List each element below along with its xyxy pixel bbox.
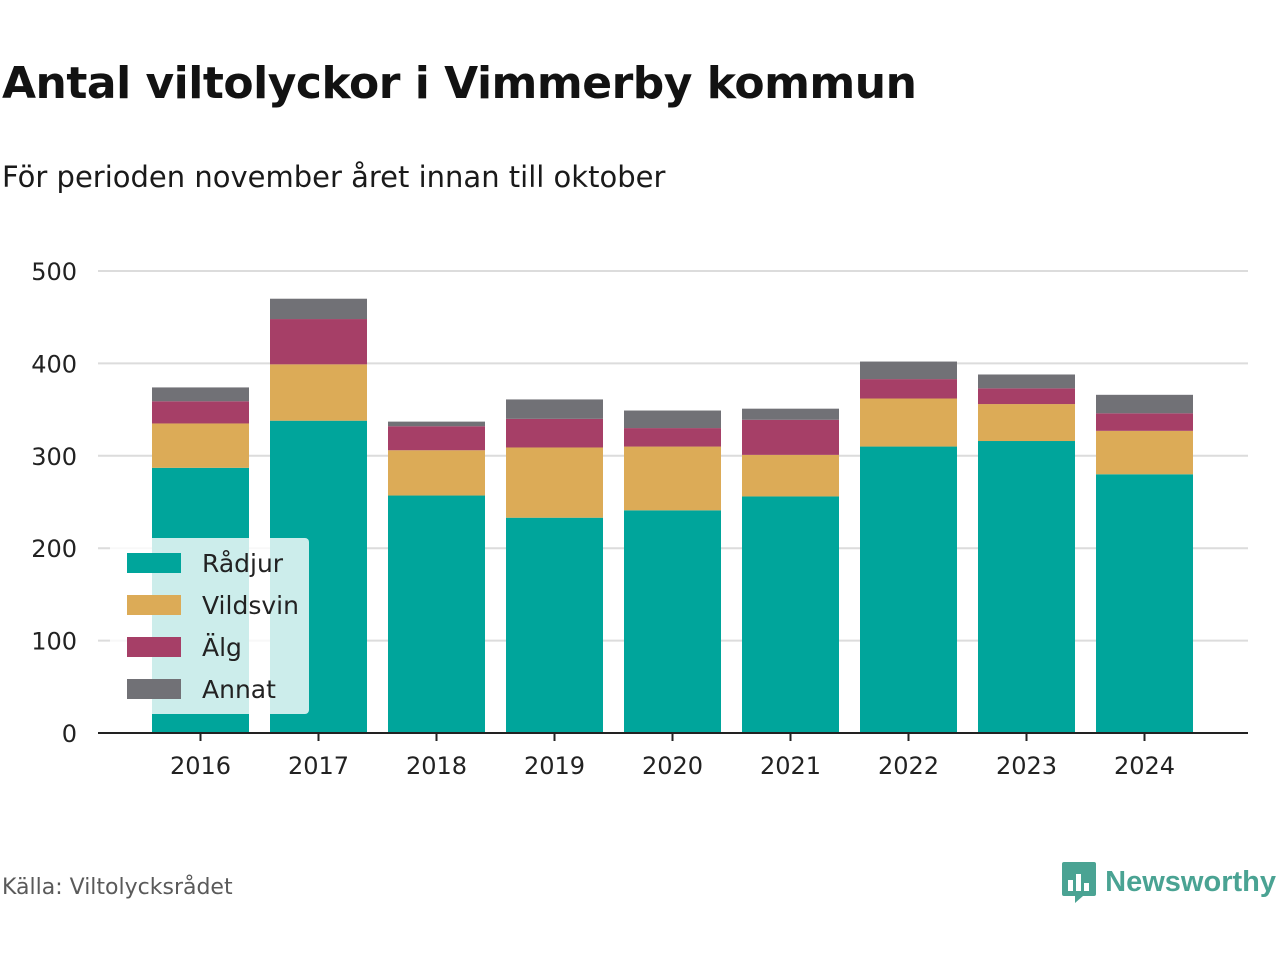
- y-tick-label: 500: [31, 258, 77, 286]
- bar-2020-annat: [624, 410, 721, 429]
- bar-2018-annat: [388, 421, 485, 427]
- y-tick-label: 300: [31, 443, 77, 471]
- bar-2023-vildsvin: [978, 404, 1075, 442]
- bar-2018-rådjur: [388, 495, 485, 733]
- x-tick-label: 2020: [642, 752, 703, 780]
- bar-2016-annat: [152, 387, 249, 402]
- bar-2020-rådjur: [624, 510, 721, 733]
- bar-2022-annat: [860, 361, 957, 380]
- x-tick-label: 2022: [878, 752, 939, 780]
- bar-2019-älg: [506, 418, 603, 448]
- y-tick-label: 100: [31, 628, 77, 656]
- bar-2018-älg: [388, 426, 485, 451]
- x-tick-label: 2024: [1114, 752, 1175, 780]
- chart-title: Antal viltolyckor i Vimmerby kommun: [2, 58, 917, 109]
- legend-box: [110, 538, 309, 714]
- bar-2023-älg: [978, 388, 1075, 405]
- bar-2016-vildsvin: [152, 423, 249, 468]
- legend-swatch-rådjur: [127, 553, 181, 573]
- y-tick-label: 200: [31, 535, 77, 563]
- x-tick-label: 2018: [406, 752, 467, 780]
- bar-2023-rådjur: [978, 441, 1075, 733]
- bar-2021-vildsvin: [742, 454, 839, 497]
- bar-2019-vildsvin: [506, 447, 603, 518]
- bar-2024-annat: [1096, 394, 1193, 414]
- x-tick-label: 2021: [760, 752, 821, 780]
- legend-swatch-annat: [127, 679, 181, 699]
- legend-label: Vildsvin: [202, 591, 299, 620]
- bar-2019-rådjur: [506, 517, 603, 733]
- bar-2020-vildsvin: [624, 446, 721, 511]
- axes: 0 100 200 300 400 500 2016 2017 2018 2019 2020 2021…: [31, 258, 1248, 780]
- y-tick-label: 400: [31, 350, 77, 378]
- y-tick-label: 0: [62, 720, 77, 748]
- bar-chart-speech-bubble-icon: [1062, 862, 1097, 903]
- bar-2023-annat: [978, 374, 1075, 389]
- x-tick-label: 2023: [996, 752, 1057, 780]
- bar-2022-rådjur: [860, 446, 957, 733]
- brand-name: Newsworthy: [1105, 865, 1276, 898]
- legend-swatch-vildsvin: [127, 595, 181, 615]
- bar-2021-rådjur: [742, 496, 839, 733]
- bar-2024-älg: [1096, 413, 1193, 431]
- legend: Rådjur Vildsvin Älg Annat: [110, 538, 309, 714]
- bar-2017-annat: [270, 298, 367, 320]
- chart-subtitle: För perioden november året innan till ok…: [2, 160, 666, 194]
- legend-label: Älg: [202, 633, 242, 662]
- legend-swatch-älg: [127, 637, 181, 657]
- x-tick-label: 2016: [170, 752, 231, 780]
- bar-2024-rådjur: [1096, 474, 1193, 733]
- bar-2018-vildsvin: [388, 450, 485, 496]
- x-tick-label: 2017: [288, 752, 349, 780]
- bar-2020-älg: [624, 428, 721, 447]
- bar-2021-älg: [742, 419, 839, 455]
- legend-label: Annat: [202, 675, 276, 704]
- bar-2016-älg: [152, 401, 249, 424]
- bar-2024-vildsvin: [1096, 430, 1193, 475]
- bar-2017-älg: [270, 319, 367, 365]
- bar-2022-vildsvin: [860, 398, 957, 447]
- legend-label: Rådjur: [202, 549, 284, 578]
- x-tick-label: 2019: [524, 752, 585, 780]
- bar-2017-vildsvin: [270, 364, 367, 421]
- bar-2019-annat: [506, 399, 603, 419]
- brand-logo[interactable]: Newsworthy: [1061, 860, 1276, 904]
- source-note: Källa: Viltolycksrådet: [2, 875, 233, 900]
- bar-2021-annat: [742, 408, 839, 420]
- bar-2022-älg: [860, 379, 957, 399]
